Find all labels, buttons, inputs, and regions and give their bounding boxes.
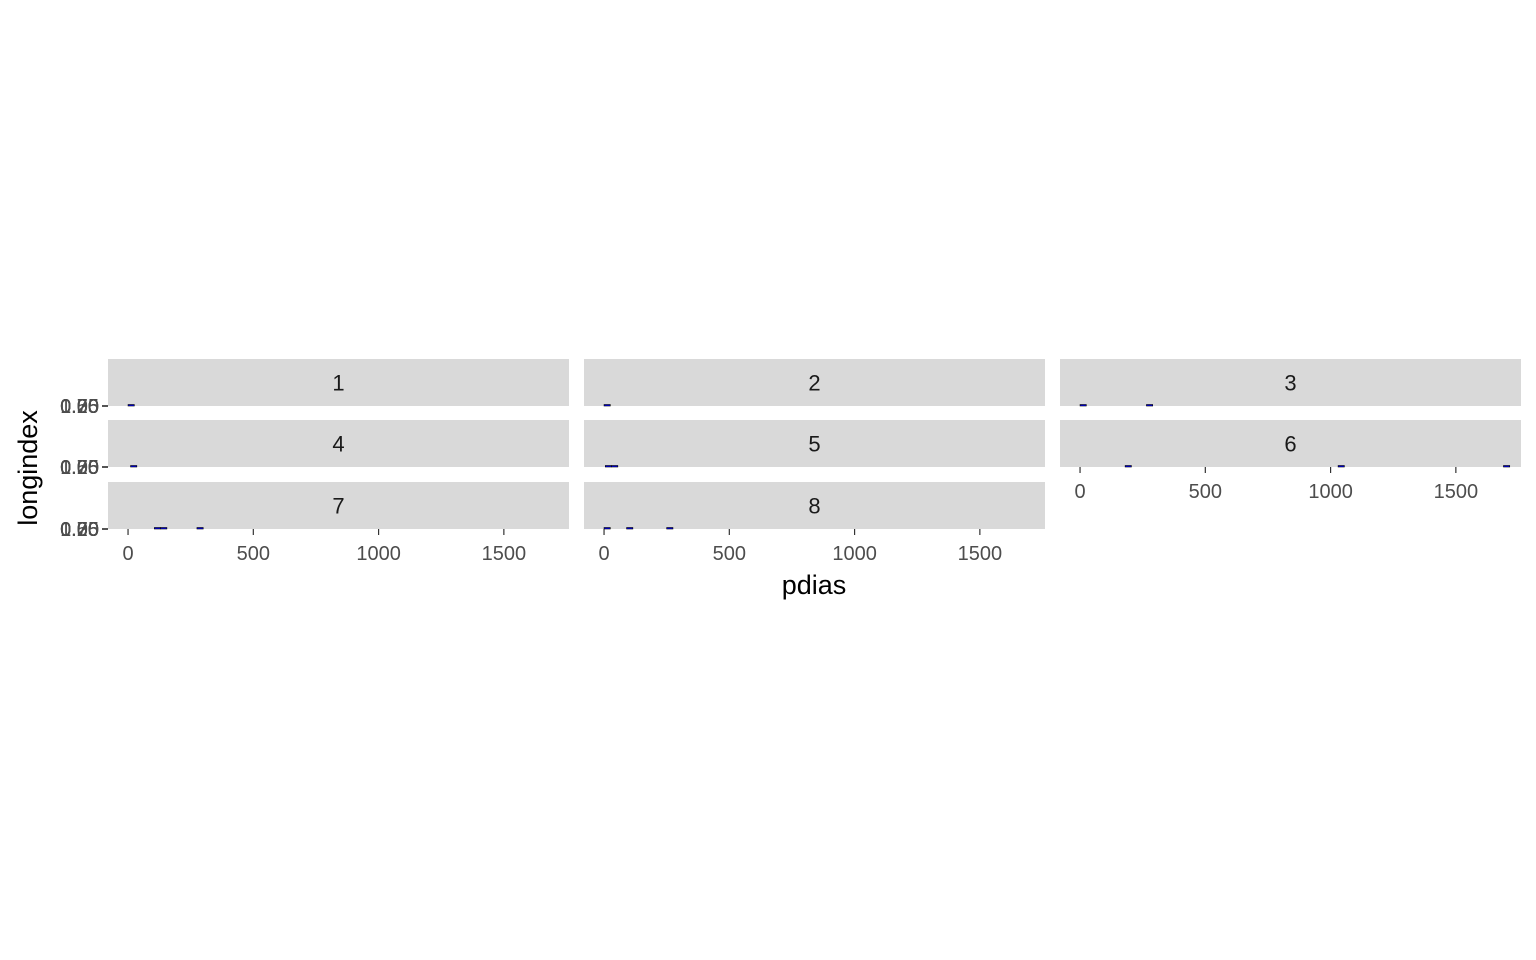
histogram-bar [626,527,634,530]
facet-panel-5: 5 [584,420,1045,468]
x-tick-label: 500 [713,543,746,565]
histogram-bar [603,527,611,530]
y-tick-label: 0.75 [60,396,99,418]
y-axis-layer: 0.000.250.500.751.000.000.250.500.751.00… [60,396,108,541]
x-tick-label: 1000 [832,543,877,565]
facet-panel-4: 4 [108,420,569,468]
y-tick-label: 1.00 [60,457,99,479]
x-axis-panel-8: 0 500 1000 1500 [598,529,1002,565]
y-tick-label: 1.00 [60,396,99,418]
facet-strip-label: 2 [808,371,820,396]
histogram-bar [160,527,168,530]
facet-strip [584,359,1045,406]
y-tick-label: 0.50 [60,457,99,479]
histogram-bar [611,465,619,468]
x-tick-label: 0 [1074,481,1085,503]
x-tick-label: 1000 [356,543,401,565]
facet-strip-label: 3 [1284,371,1296,396]
histogram-bar [1079,404,1087,407]
facet-strip-label: 6 [1284,432,1296,457]
histogram-bar [130,465,138,468]
y-tick-label: 0.75 [60,457,99,479]
facet-strip [1060,359,1521,406]
x-tick-label: 1500 [1434,481,1479,503]
y-tick-label: 1.00 [60,519,99,541]
facet-strip [1060,420,1521,467]
x-axis-panel-7: 0 500 1000 1500 [122,529,526,565]
facet-strip [584,482,1045,529]
facet-strip [108,420,569,467]
x-tick-label: 0 [122,543,133,565]
histogram-bar [604,465,612,468]
y-axis-title: longindex [13,410,43,526]
histogram-bar [603,404,611,407]
facet-panel-6: 6 [1060,420,1521,468]
facet-strip [108,359,569,406]
x-axis-title: pdias [782,570,847,600]
x-tick-label: 1500 [482,543,527,565]
facet-strip [108,482,569,529]
facet-strip [584,420,1045,467]
y-tick-label: 0.75 [60,519,99,541]
x-tick-label: 1500 [958,543,1003,565]
y-axis-panel-4: 0.000.250.500.751.00 [60,457,108,479]
histogram-bar [1503,465,1511,468]
y-tick-label: 0.00 [60,396,99,418]
x-tick-label: 500 [1189,481,1222,503]
facet-strip-label: 4 [332,432,344,457]
histogram-bar [154,527,161,530]
y-tick-label: 0.00 [60,457,99,479]
facet-panel-1: 1 [108,359,569,407]
facet-panel-8: 8 [584,482,1045,530]
histogram-bar [196,527,204,530]
x-tick-label: 1000 [1308,481,1353,503]
y-axis-panel-1: 0.000.250.500.751.00 [60,396,108,418]
facet-strip-label: 5 [808,432,820,457]
facet-panel-7: 7 [108,482,569,530]
x-axis-layer: 0 500 1000 1500 0 500 1000 1500 0 500 1000 1500 [122,467,1478,565]
y-tick-label: 0.00 [60,519,99,541]
y-tick-label: 0.25 [60,457,99,479]
x-axis-panel-6: 0 500 1000 1500 [1074,467,1478,503]
histogram-bar [127,404,135,407]
facet-strip-label: 8 [808,494,820,519]
panels-layer: 1 2 3 4 5 6 7 8 [108,359,1521,530]
y-tick-label: 0.50 [60,519,99,541]
histogram-bar [1337,465,1345,468]
facet-panel-3: 3 [1060,359,1521,407]
facet-strip-label: 1 [332,371,344,396]
y-tick-label: 0.25 [60,519,99,541]
facet-strip-label: 7 [332,494,344,519]
histogram-bar [1124,465,1132,468]
y-tick-label: 0.50 [60,396,99,418]
facet-panel-2: 2 [584,359,1045,407]
y-tick-label: 0.25 [60,396,99,418]
x-tick-label: 0 [598,543,609,565]
histogram-bar [666,527,674,530]
x-tick-label: 500 [237,543,270,565]
y-axis-panel-7: 0.000.250.500.751.00 [60,519,108,541]
histogram-bar [1146,404,1154,407]
